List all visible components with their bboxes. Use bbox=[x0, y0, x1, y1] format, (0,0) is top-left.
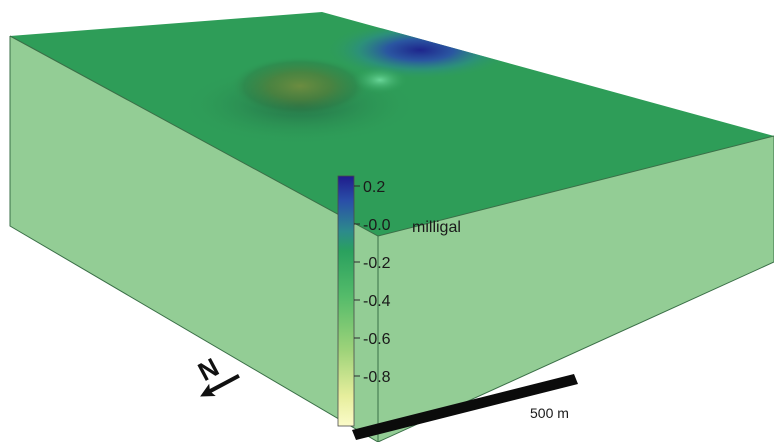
scale-bar-bar bbox=[352, 374, 578, 440]
colorbar-tick-label: -0.2 bbox=[363, 255, 391, 272]
colorbar-ticks: 0.2 -0.0 -0.2 -0.4 -0.6 -0.8 bbox=[354, 179, 391, 386]
colorbar-tick-label: 0.2 bbox=[363, 179, 385, 196]
colorbar-tick-label: -0.0 bbox=[363, 217, 391, 234]
colorbar-gradient bbox=[337, 175, 355, 427]
north-arrow-icon bbox=[200, 374, 240, 397]
block-front-face bbox=[10, 36, 378, 442]
colorbar-tick-label: -0.8 bbox=[363, 369, 391, 386]
positive-anomaly-peak bbox=[325, 20, 515, 80]
ridge-highlight bbox=[352, 66, 408, 94]
colorbar-tick-label: -0.6 bbox=[363, 331, 391, 348]
negative-anomaly-depression bbox=[230, 56, 370, 116]
gravity-anomaly-surface bbox=[180, 20, 515, 145]
block-right-face bbox=[378, 136, 774, 442]
colorbar-tick-label: -0.4 bbox=[363, 293, 391, 310]
scale-bar-label: 500 m bbox=[530, 405, 569, 421]
colorbar: 0.2 -0.0 -0.2 -0.4 -0.6 -0.8 milligal bbox=[337, 175, 461, 427]
north-arrow-letter: N bbox=[193, 352, 224, 387]
scale-bar: 500 m bbox=[352, 374, 578, 440]
block-edges bbox=[9, 35, 774, 442]
colorbar-unit-label: milligal bbox=[412, 219, 461, 236]
